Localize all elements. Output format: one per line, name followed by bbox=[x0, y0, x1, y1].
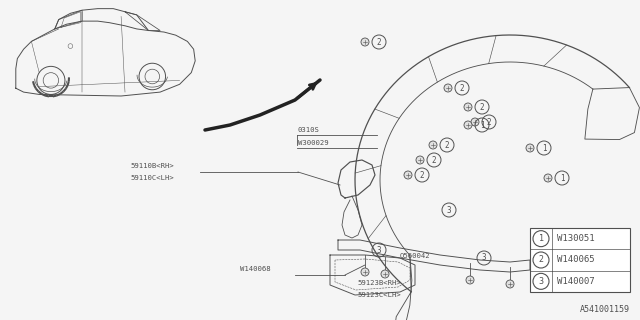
Text: 59110B<RH>: 59110B<RH> bbox=[130, 163, 173, 169]
Text: W140065: W140065 bbox=[557, 255, 595, 265]
Text: W130051: W130051 bbox=[557, 234, 595, 243]
Text: 3: 3 bbox=[538, 277, 543, 286]
FancyBboxPatch shape bbox=[530, 228, 630, 292]
Circle shape bbox=[444, 84, 452, 92]
Text: Q560042: Q560042 bbox=[400, 252, 431, 258]
Circle shape bbox=[526, 144, 534, 152]
Text: 2: 2 bbox=[538, 255, 543, 265]
Text: 59110C<LH>: 59110C<LH> bbox=[130, 175, 173, 181]
Circle shape bbox=[361, 268, 369, 276]
Text: 1: 1 bbox=[480, 121, 484, 130]
Circle shape bbox=[544, 174, 552, 182]
Text: 2: 2 bbox=[445, 140, 449, 149]
Circle shape bbox=[464, 121, 472, 129]
Text: 3: 3 bbox=[482, 253, 486, 262]
Circle shape bbox=[404, 171, 412, 179]
Text: W140007: W140007 bbox=[557, 277, 595, 286]
Circle shape bbox=[464, 103, 472, 111]
Circle shape bbox=[471, 118, 479, 126]
Text: 2: 2 bbox=[486, 117, 492, 126]
Text: 2: 2 bbox=[377, 37, 381, 46]
Text: 2: 2 bbox=[480, 102, 484, 111]
Text: 59123C<LH>: 59123C<LH> bbox=[357, 292, 401, 298]
Text: 59123B<RH>: 59123B<RH> bbox=[357, 280, 401, 286]
Text: W140068: W140068 bbox=[240, 266, 271, 272]
Text: 2: 2 bbox=[432, 156, 436, 164]
Text: 1: 1 bbox=[541, 143, 547, 153]
Text: 1: 1 bbox=[538, 234, 543, 243]
Text: 2: 2 bbox=[460, 84, 464, 92]
Circle shape bbox=[381, 270, 389, 278]
Text: 3: 3 bbox=[447, 205, 451, 214]
Circle shape bbox=[466, 276, 474, 284]
Text: A541001159: A541001159 bbox=[580, 305, 630, 314]
Circle shape bbox=[429, 141, 437, 149]
Text: 3: 3 bbox=[377, 245, 381, 254]
Circle shape bbox=[416, 156, 424, 164]
Text: W300029: W300029 bbox=[298, 140, 328, 146]
Text: 1: 1 bbox=[560, 173, 564, 182]
Text: 2: 2 bbox=[420, 171, 424, 180]
Circle shape bbox=[361, 38, 369, 46]
Circle shape bbox=[506, 280, 514, 288]
Text: 0310S: 0310S bbox=[298, 127, 320, 133]
